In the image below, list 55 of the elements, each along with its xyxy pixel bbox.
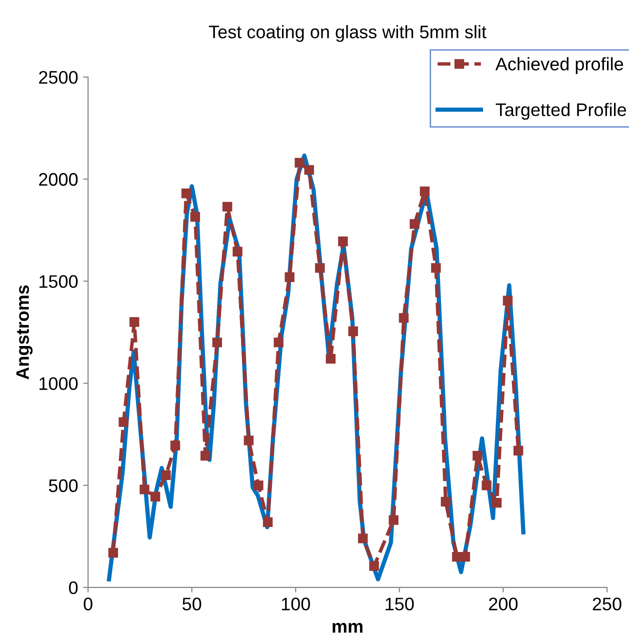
y-tick-label: 0 <box>69 581 78 594</box>
point <box>190 212 200 222</box>
point <box>513 446 524 456</box>
x-tick-label: 0 <box>84 598 92 610</box>
point <box>502 296 513 306</box>
point <box>161 470 171 480</box>
point <box>200 450 210 461</box>
point <box>181 188 192 198</box>
point <box>326 354 336 364</box>
point <box>358 534 368 544</box>
point <box>294 158 304 168</box>
point <box>440 496 451 507</box>
point <box>232 246 242 256</box>
point <box>170 440 180 450</box>
point <box>118 417 128 427</box>
legend-label: Targetted Profile <box>496 102 626 120</box>
y-tick-label: 500 <box>48 479 78 492</box>
point <box>274 338 284 348</box>
point <box>398 313 409 323</box>
point <box>315 263 325 273</box>
point <box>482 480 492 490</box>
point <box>150 492 160 502</box>
point <box>244 436 254 446</box>
point <box>129 317 140 327</box>
y-tick-label: 1000 <box>40 377 78 390</box>
point <box>410 219 420 229</box>
y-axis-title: Angstroms <box>16 285 33 380</box>
point <box>254 480 264 490</box>
y-tick-label: 2000 <box>39 173 78 186</box>
point <box>420 186 430 196</box>
y-tick-label: 1500 <box>40 275 78 288</box>
point <box>140 484 150 494</box>
point <box>431 263 441 273</box>
x-tick-label: 150 <box>386 598 414 610</box>
y-tick-label: 2500 <box>39 70 78 84</box>
legend-label: Achieved profile <box>495 57 624 74</box>
point <box>304 165 314 175</box>
point <box>338 236 348 246</box>
point <box>262 517 273 527</box>
x-tick-label: 200 <box>489 598 518 610</box>
x-tick-label: 250 <box>592 598 622 610</box>
point <box>348 326 358 336</box>
point <box>108 548 118 558</box>
point <box>369 561 379 571</box>
point <box>212 338 222 348</box>
point <box>284 272 294 282</box>
chart-title: Test coating on glass with 5mm slit <box>208 25 486 42</box>
point <box>460 552 470 562</box>
x-tick-label: 50 <box>182 598 202 610</box>
point <box>492 498 502 508</box>
point <box>388 515 398 525</box>
point <box>472 450 482 461</box>
point <box>222 202 232 212</box>
x-axis-title: mm <box>332 622 362 633</box>
x-tick-label: 100 <box>282 598 310 610</box>
